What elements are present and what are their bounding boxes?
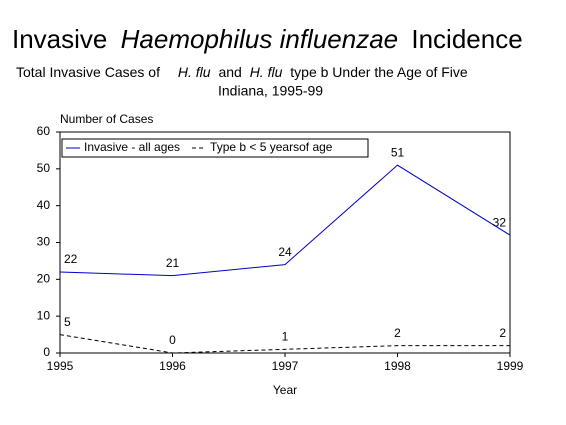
x-tick-label: 1997 bbox=[272, 359, 299, 373]
data-label: 32 bbox=[493, 215, 507, 229]
legend-box bbox=[61, 138, 369, 158]
x-axis-label: Year bbox=[273, 383, 297, 397]
y-tick-label: 20 bbox=[37, 272, 51, 286]
data-label: 0 bbox=[169, 333, 176, 347]
title-part: Invasive bbox=[12, 24, 107, 54]
subtitle-part: Total Invasive Cases of bbox=[16, 64, 160, 80]
data-label: 2 bbox=[499, 326, 506, 340]
x-tick-label: 1999 bbox=[497, 359, 524, 373]
data-label: 22 bbox=[64, 252, 78, 266]
x-tick-label: 1998 bbox=[384, 359, 411, 373]
y-tick-label: 0 bbox=[43, 345, 50, 359]
title-part: Haemophilus influenzae bbox=[121, 24, 399, 54]
y-tick-label: 30 bbox=[37, 235, 51, 249]
series-line bbox=[59, 334, 510, 354]
subtitle-part: and bbox=[218, 64, 241, 80]
subtitle: Total Invasive Cases of H. flu and H. fl… bbox=[16, 64, 468, 80]
data-label: 24 bbox=[278, 245, 292, 259]
data-label: 51 bbox=[391, 145, 405, 159]
legend-label: Invasive - all ages bbox=[84, 140, 180, 154]
legend-label: Type b < 5 yearsof age bbox=[210, 140, 333, 154]
subtitle-line: Indiana, 1995-99 bbox=[218, 83, 323, 99]
y-tick-label: 50 bbox=[37, 161, 51, 175]
y-tick-label: 40 bbox=[37, 198, 51, 212]
subtitle-part: H. flu bbox=[178, 64, 211, 80]
subtitle-part: type b Under the Age of Five bbox=[290, 64, 468, 80]
chart-title: Invasive Haemophilus influenzae Incidenc… bbox=[12, 24, 523, 54]
data-label: 5 bbox=[64, 315, 71, 329]
subtitle-part: H. flu bbox=[250, 64, 283, 80]
data-label: 21 bbox=[166, 256, 180, 270]
y-tick-label: 60 bbox=[37, 124, 51, 138]
plot-frame bbox=[59, 131, 511, 354]
y-tick-label: 10 bbox=[37, 308, 51, 322]
x-tick-label: 1995 bbox=[47, 359, 74, 373]
data-label: 1 bbox=[282, 329, 289, 343]
series-line bbox=[59, 164, 511, 277]
x-tick-label: 1996 bbox=[159, 359, 186, 373]
y-axis-label: Number of Cases bbox=[60, 112, 153, 126]
title-part: Incidence bbox=[411, 24, 522, 54]
data-label: 2 bbox=[394, 326, 401, 340]
